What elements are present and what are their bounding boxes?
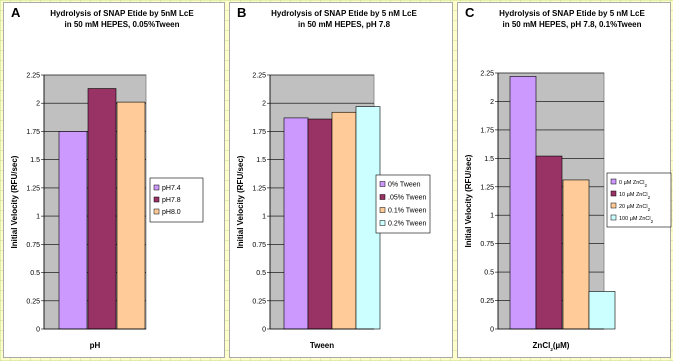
legend-swatch-b-1 [379, 194, 386, 200]
y-tick-label-c: 1.5 [484, 156, 494, 163]
y-tick-label-b: 1.25 [252, 185, 266, 192]
y-tick-label-c: 0.75 [480, 241, 494, 248]
legend-swatch-b-3 [379, 220, 386, 226]
y-tick-label-a: 1.25 [26, 185, 40, 192]
legend-label-a-0: pH7.4 [162, 185, 181, 192]
chart-panel-c: C Hydrolysis of SNAP Etide by 5 nM LcE in … [457, 2, 672, 358]
y-tick-label-b: 1 [262, 214, 266, 221]
y-tick-label-b: 1.75 [252, 129, 266, 136]
legend-label-c-0: 0 µM ZnCl2 [619, 180, 648, 188]
y-tick-label-b: 0 [262, 327, 266, 334]
legend-swatch-a-0 [153, 184, 160, 191]
legend-swatch-c-2 [610, 202, 617, 209]
y-tick-label-a: 1.5 [30, 157, 40, 164]
y-tick-label-b: 2 [262, 101, 266, 108]
legend-label-c-2: 20 µM ZnCl2 [619, 204, 651, 212]
chart-c-svg: C Hydrolysis of SNAP Etide by 5 nM LcE in … [464, 5, 672, 352]
legend-label-b-2: 0.1% Tween [388, 208, 427, 215]
bar-c-1 [535, 155, 563, 330]
chart-title-a: in 50 mM HEPES, 0.05%Tween [64, 20, 179, 29]
y-axis-label-a: Initial Velocity (RFU/sec) [10, 155, 19, 248]
bar-c-2 [562, 179, 590, 330]
y-tick-label-b: 2.25 [252, 73, 266, 80]
chart-title-c: in 50 mM HEPES, pH 7.8, 0.1%Tween [502, 20, 641, 29]
x-axis-label-a: pH [90, 341, 101, 350]
legend-label-b-0: 0% Tween [388, 182, 421, 189]
y-tick-label-b: 0.5 [256, 270, 266, 277]
legend-label-b-1: .05% Tween [388, 195, 427, 202]
y-tick-label-a: 0.5 [30, 270, 40, 277]
legend-swatch-c-0 [610, 178, 617, 185]
y-tick-label-a: 0.75 [26, 242, 40, 249]
x-axis-label-b: Tween [310, 341, 334, 350]
legend-swatch-b-2 [379, 207, 386, 213]
legend-swatch-a-1 [153, 196, 160, 203]
legend-box-c [606, 172, 672, 228]
legend-label-a-2: pH8.0 [162, 209, 181, 216]
y-tick-label-a: 2.25 [26, 73, 40, 80]
y-tick-label-a: 0.25 [26, 298, 40, 305]
panel-letter-b: B [237, 5, 246, 20]
y-tick-label-c: 0.5 [484, 270, 494, 277]
y-axis-label-b: Initial Velocity (RFU/sec) [236, 155, 245, 248]
chart-a-svg: A Hydrolysis of SNAP Etide by 5nM LcE in 5… [10, 5, 204, 350]
legend-swatch-c-1 [610, 190, 617, 197]
bar-c-3 [588, 291, 616, 330]
legend-swatch-c-3 [610, 214, 617, 221]
chart-title-b: in 50 mM HEPES, pH 7.8 [298, 20, 391, 29]
legend-label-c-3: 100 µM ZnCl2 [619, 216, 654, 224]
y-axis-label-c: Initial Velocity (RFU/sec) [464, 154, 473, 247]
chart-panel-a: A Hydrolysis of SNAP Etide by 5nM LcE in 5… [3, 2, 225, 358]
panel-letter-a: A [11, 5, 21, 20]
bar-b-1 [307, 118, 333, 330]
chart-panel-b: B Hydrolysis of SNAP Etide by 5 nM LcE in … [229, 2, 453, 358]
bar-a-2 [116, 101, 146, 330]
chart-title-a: Hydrolysis of SNAP Etide by 5nM LcE [50, 9, 194, 18]
x-axis-label-c: ZnCl2(µM) [533, 341, 570, 352]
chart-b-svg: B Hydrolysis of SNAP Etide by 5 nM LcE in … [236, 5, 431, 350]
y-tick-label-a: 1 [36, 214, 40, 221]
y-tick-label-c: 2 [490, 99, 494, 106]
y-tick-label-c: 1.25 [480, 184, 494, 191]
bar-a-1 [87, 88, 117, 330]
y-tick-label-b: 1.5 [256, 157, 266, 164]
y-tick-label-c: 0 [490, 327, 494, 334]
y-tick-label-a: 0 [36, 327, 40, 334]
y-tick-label-a: 2 [36, 101, 40, 108]
y-tick-label-c: 1.75 [480, 127, 494, 134]
legend-swatch-a-2 [153, 208, 160, 215]
legend-label-b-3: 0.2% Tween [388, 221, 427, 228]
y-tick-label-a: 1.75 [26, 129, 40, 136]
bar-b-0 [283, 117, 309, 330]
legend-label-a-1: pH7.8 [162, 197, 181, 204]
y-tick-label-c: 1 [490, 213, 494, 220]
panel-letter-c: C [465, 5, 475, 20]
y-tick-label-b: 0.25 [252, 298, 266, 305]
chart-title-c: Hydrolysis of SNAP Etide by 5 nM LcE [499, 9, 645, 18]
y-tick-label-c: 2.25 [480, 71, 494, 78]
y-tick-label-b: 0.75 [252, 242, 266, 249]
chart-title-b: Hydrolysis of SNAP Etide by 5 nM LcE [271, 9, 417, 18]
bar-b-2 [331, 111, 357, 330]
bar-c-0 [509, 76, 537, 330]
legend-swatch-b-0 [379, 181, 386, 187]
y-tick-label-c: 0.25 [480, 298, 494, 305]
legend-label-c-1: 10 µM ZnCl2 [619, 192, 651, 200]
bar-a-0 [58, 131, 88, 330]
